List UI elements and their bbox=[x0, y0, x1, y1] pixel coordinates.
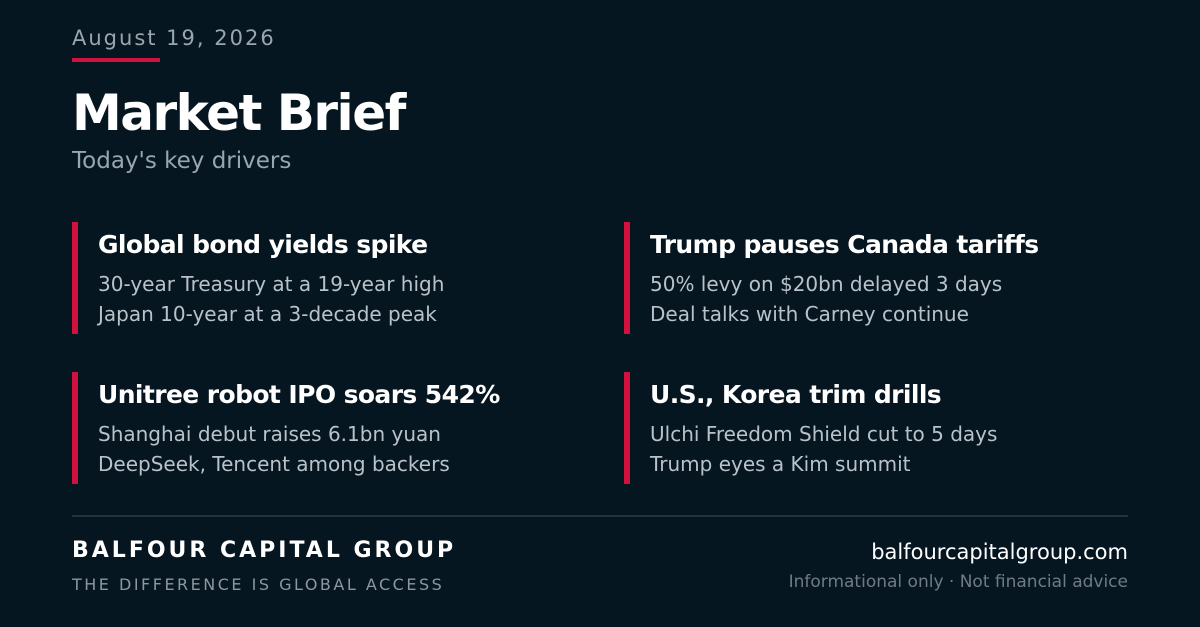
card-headline: Unitree robot IPO soars 542% bbox=[98, 380, 500, 409]
page-title: Market Brief bbox=[72, 84, 406, 142]
card-detail: 30-year Treasury at a 19-year high bbox=[98, 272, 445, 296]
accent-rule bbox=[72, 58, 160, 62]
news-card-korea-drills: U.S., Korea trim drills Ulchi Freedom Sh… bbox=[624, 372, 1124, 484]
brand-tagline: THE DIFFERENCE IS GLOBAL ACCESS bbox=[72, 575, 445, 594]
card-detail: Deal talks with Carney continue bbox=[650, 302, 969, 326]
card-detail: Japan 10-year at a 3-decade peak bbox=[98, 302, 437, 326]
card-detail: Trump eyes a Kim summit bbox=[650, 452, 911, 476]
brand-name: BALFOUR CAPITAL GROUP bbox=[72, 538, 457, 563]
card-detail: DeepSeek, Tencent among backers bbox=[98, 452, 450, 476]
card-detail: Ulchi Freedom Shield cut to 5 days bbox=[650, 422, 998, 446]
website-link[interactable]: balfourcapitalgroup.com bbox=[871, 540, 1128, 564]
date-label: August 19, 2026 bbox=[72, 26, 276, 50]
card-detail: 50% levy on $20bn delayed 3 days bbox=[650, 272, 1003, 296]
news-card-canada-tariffs: Trump pauses Canada tariffs 50% levy on … bbox=[624, 222, 1124, 334]
news-card-unitree-ipo: Unitree robot IPO soars 542% Shanghai de… bbox=[72, 372, 572, 484]
card-headline: Global bond yields spike bbox=[98, 230, 428, 259]
card-headline: Trump pauses Canada tariffs bbox=[650, 230, 1039, 259]
news-card-bond-yields: Global bond yields spike 30-year Treasur… bbox=[72, 222, 572, 334]
card-headline: U.S., Korea trim drills bbox=[650, 380, 942, 409]
footer-divider bbox=[72, 515, 1128, 517]
card-detail: Shanghai debut raises 6.1bn yuan bbox=[98, 422, 441, 446]
disclaimer-text: Informational only · Not financial advic… bbox=[788, 572, 1128, 592]
page-subtitle: Today's key drivers bbox=[72, 148, 292, 174]
